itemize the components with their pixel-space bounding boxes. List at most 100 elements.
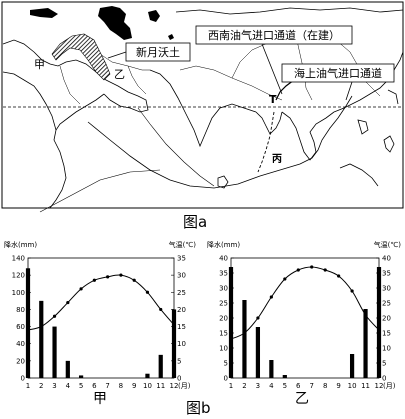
temperature-line — [27, 274, 175, 331]
x-tick-label: 9 — [132, 382, 136, 390]
x-tick-label: 7 — [309, 382, 313, 390]
y-tick-label-left: 60 — [16, 323, 25, 331]
aral-sea — [148, 10, 160, 22]
y-tick-label-right: 35 — [382, 270, 391, 278]
x-tick-label: 5 — [79, 382, 83, 390]
black-sea-area — [30, 8, 58, 18]
caption-fig-b: 图b — [186, 399, 211, 417]
y-tick-label-right: 5 — [177, 357, 181, 365]
y-tick-label-left: 20 — [16, 357, 25, 365]
temperature-point — [52, 314, 57, 318]
x-tick-label: 7 — [105, 382, 109, 390]
plot-frame — [230, 257, 380, 379]
label-fertile-crescent: 新月沃土 — [136, 45, 180, 59]
plot-frame — [27, 257, 175, 379]
dashed-route — [257, 111, 275, 173]
panel-label-jia: 甲 — [93, 391, 107, 407]
x-tick-label: 6 — [92, 382, 97, 390]
precip-bar — [158, 354, 163, 378]
y-tick-label-left: 15 — [219, 330, 228, 338]
borders — [59, 29, 381, 105]
x-tick-label: 3 — [256, 382, 260, 390]
temperature-point — [350, 289, 354, 293]
climate-chart-jia: 降水(mm) 气温(℃)02040608010012014005101520253… — [4, 240, 197, 390]
y-tick-label-right: 20 — [177, 306, 186, 314]
y-tick-label-right: 15 — [382, 330, 391, 338]
fertile-crescent-region — [51, 33, 111, 81]
y-tick-label-right: 0 — [382, 375, 386, 383]
temperature-point — [92, 278, 96, 282]
precip-bar — [376, 267, 382, 378]
coastlines — [2, 7, 404, 209]
temperature-point — [119, 273, 123, 277]
x-tick-label: 4 — [269, 382, 274, 390]
map-frame — [1, 1, 404, 209]
precip-bar — [228, 267, 234, 378]
y-tick-label-right: 30 — [382, 285, 391, 293]
x-tick-label: 5 — [283, 382, 287, 390]
y-tick-label-right: 25 — [382, 300, 391, 308]
y-tick-label-right: 15 — [177, 323, 186, 331]
y-tick-label-left: 40 — [219, 255, 228, 263]
y-tick-label-left: 0 — [224, 375, 228, 383]
x-axis-unit: (月) — [383, 382, 396, 390]
precip-bar — [242, 300, 247, 378]
y-tick-label-right: 35 — [177, 255, 186, 263]
lake-small — [168, 34, 174, 40]
precip-bar — [78, 375, 84, 378]
y-tick-label-right: 0 — [177, 375, 181, 383]
y-axis-title-left: 降水(mm) — [4, 240, 37, 249]
temperature-point — [283, 277, 287, 281]
temperature-point — [106, 275, 110, 279]
temperature-point — [172, 323, 176, 327]
x-tick-label: 11 — [156, 382, 165, 390]
x-tick-label: 1 — [26, 382, 30, 390]
temperature-point — [256, 316, 260, 320]
y-axis-title-right: 气温(℃) — [374, 240, 402, 249]
y-tick-label-left: 120 — [12, 272, 25, 280]
y-tick-label-right: 10 — [382, 345, 391, 353]
sea-route-line — [87, 95, 353, 189]
temperature-point — [296, 268, 300, 272]
callout-fertile-crescent: 新月沃土 — [107, 42, 191, 62]
temperature-point — [337, 274, 341, 278]
sea-route-line-2 — [39, 169, 161, 213]
precip-bar — [25, 268, 31, 378]
temperature-point — [242, 331, 247, 335]
temperature-point — [159, 307, 163, 312]
y-tick-label-left: 35 — [219, 270, 228, 278]
temperature-point — [26, 328, 30, 332]
y-tick-label-right: 40 — [382, 255, 391, 263]
temperature-point — [132, 278, 136, 282]
temperature-line — [230, 266, 380, 340]
x-tick-label: 12 — [170, 382, 179, 390]
y-tick-label-left: 140 — [12, 255, 25, 263]
temperature-point — [323, 268, 327, 272]
x-tick-label: 3 — [52, 382, 56, 390]
x-tick-label: 8 — [119, 382, 123, 390]
precip-bar — [269, 360, 274, 378]
callout-southwest: 西南油气进口通道（在建） — [195, 25, 353, 95]
x-axis-unit: (月) — [178, 382, 191, 390]
y-tick-label-left: 40 — [16, 340, 25, 348]
label-bing: 丙 — [272, 153, 282, 165]
precip-bar — [39, 300, 44, 378]
y-tick-label-right: 5 — [382, 360, 386, 368]
y-axis-title-left: 降水(mm) — [207, 240, 240, 249]
x-tick-label: 4 — [66, 382, 71, 390]
x-tick-label: 12 — [375, 382, 384, 390]
y-tick-label-left: 0 — [21, 375, 25, 383]
y-tick-label-left: 10 — [219, 345, 228, 353]
temperature-point — [310, 265, 314, 269]
temperature-point — [377, 328, 381, 332]
label-jia: 甲 — [34, 58, 45, 71]
precip-bar — [171, 309, 177, 378]
map-figure: 新月沃土 西南油气进口通道（在建） 海上油气进口通道 甲 乙 T 丙 — [1, 1, 404, 213]
caspian-sea — [98, 6, 132, 40]
y-axis-title-right: 气温(℃) — [169, 240, 197, 249]
y-tick-label-left: 30 — [219, 285, 228, 293]
x-tick-label: 10 — [348, 382, 357, 390]
temperature-point — [145, 290, 150, 294]
climate-chart-yi: 降水(mm) 气温(℃)05101520253035400510152025303… — [207, 240, 402, 390]
x-tick-label: 9 — [336, 382, 340, 390]
